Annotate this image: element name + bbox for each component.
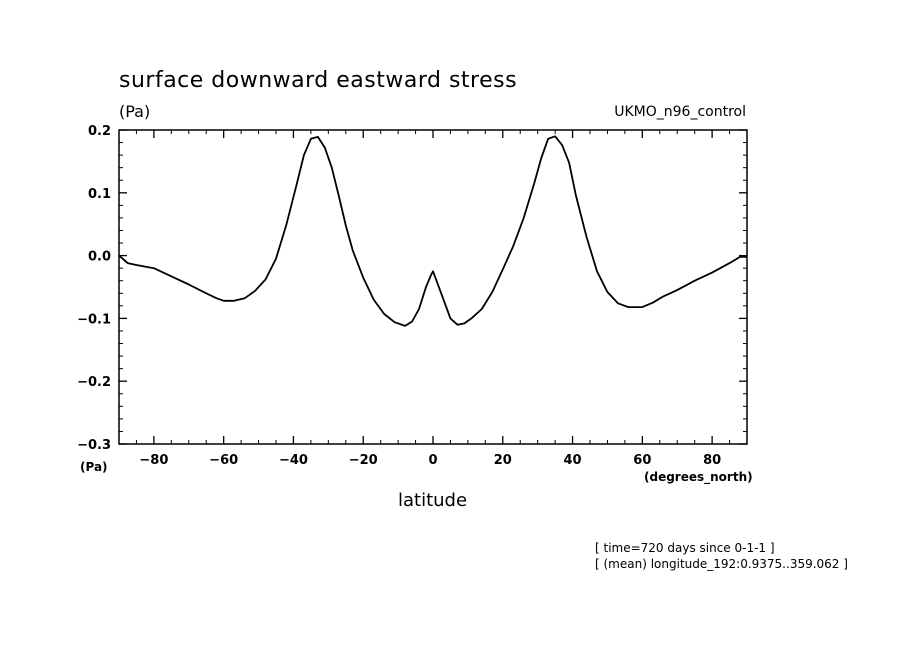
y-tick-label: −0.3 bbox=[77, 438, 111, 453]
y-tick-label: 0.0 bbox=[88, 250, 111, 265]
x-tick-label: 60 bbox=[633, 453, 651, 468]
y-tick-label: 0.2 bbox=[88, 124, 111, 139]
y-tick-label: 0.1 bbox=[88, 187, 111, 202]
time-note: [ time=720 days since 0-1-1 ] bbox=[595, 541, 775, 555]
y-tick-label: −0.1 bbox=[77, 312, 111, 327]
longitude-note: [ (mean) longitude_192:0.9375..359.062 ] bbox=[595, 557, 848, 571]
y-tick-label: −0.2 bbox=[77, 375, 111, 390]
y-units-label-top: (Pa) bbox=[119, 102, 151, 121]
x-units-label: (degrees_north) bbox=[644, 470, 753, 484]
x-tick-label: 20 bbox=[494, 453, 512, 468]
tick-labels: −80 −60 −40 −20 0 20 40 60 80 −0.3 −0.2 −0.1 0.0 0.1 0… bbox=[77, 124, 721, 468]
dataset-label: UKMO_n96_control bbox=[614, 104, 746, 120]
chart-title: surface downward eastward stress bbox=[119, 68, 518, 93]
x-tick-label: −60 bbox=[209, 453, 238, 468]
x-tick-label: −40 bbox=[279, 453, 308, 468]
x-tick-label: 80 bbox=[703, 453, 721, 468]
x-tick-label: 40 bbox=[564, 453, 582, 468]
x-axis-label: latitude bbox=[398, 490, 468, 511]
series-line bbox=[118, 135, 747, 327]
x-tick-label: −80 bbox=[139, 453, 168, 468]
series-group bbox=[118, 135, 747, 327]
axis-ticks bbox=[119, 129, 747, 445]
plot-frame bbox=[118, 129, 748, 445]
y-units-label-bottom: (Pa) bbox=[80, 460, 108, 474]
x-tick-label: −20 bbox=[349, 453, 378, 468]
x-tick-label: 0 bbox=[428, 453, 437, 468]
